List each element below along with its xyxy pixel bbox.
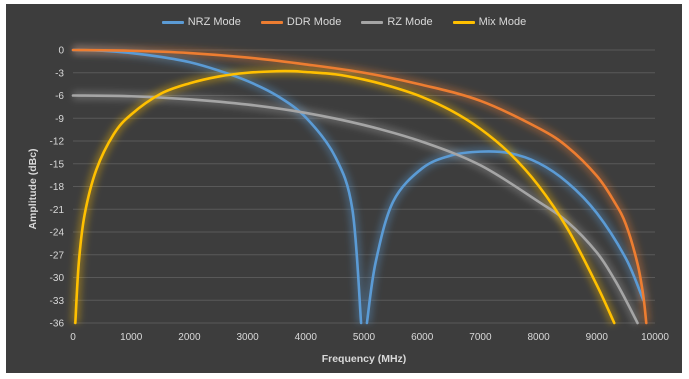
legend-item-nrz: NRZ Mode [161,16,241,28]
x-axis-title: Frequency (MHz) [322,353,407,365]
x-tick-label: 8000 [527,332,550,343]
legend-swatch-nrz [161,20,184,24]
legend-item-mix: Mix Mode [452,16,527,28]
x-tick-label: 1000 [120,332,143,343]
legend-label-mix: Mix Mode [478,16,527,28]
y-axis-title: Amplitude (dBc) [27,148,39,229]
x-tick-label: 2000 [178,332,201,343]
y-axis-ticks: 0 -3 -6 -9 -12 -15 -18 -21 -24 -27 -30 -33 -36 [50,46,65,330]
x-tick-label: 9000 [586,332,609,343]
legend-item-ddr: DDR Mode [260,16,342,28]
chart-frame: NRZ Mode DDR Mode RZ Mode Mix Mode 0 -3 -6… [6,4,682,373]
x-tick-label: 4000 [295,332,318,343]
legend-swatch-rz [361,20,384,24]
legend-swatch-ddr [260,20,283,24]
line-chart: 0 -3 -6 -9 -12 -15 -18 -21 -24 -27 -30 -33 -36 0 1000… [27,46,669,366]
x-tick-label: 5000 [353,332,376,343]
y-tick-label: -15 [50,159,65,170]
series-line-mix-mode [74,69,616,325]
y-tick-label: -27 [50,250,65,261]
legend-label-rz: RZ Mode [387,16,433,28]
series-line-nrz-mode [71,48,645,325]
x-tick-label: 0 [70,332,76,343]
y-tick-label: -6 [55,91,64,102]
y-tick-label: -18 [50,182,65,193]
x-tick-label: 3000 [236,332,259,343]
x-tick-label: 10000 [641,332,669,343]
y-tick-label: -21 [50,205,65,216]
y-tick-label: -36 [50,319,65,330]
legend-label-ddr: DDR Mode [286,16,342,28]
legend-label-nrz: NRZ Mode [187,16,241,28]
y-tick-label: -30 [50,273,65,284]
legend-item-rz: RZ Mode [361,16,433,28]
x-tick-label: 6000 [411,332,434,343]
y-tick-label: -9 [55,114,64,125]
x-axis-ticks: 0 1000 2000 3000 4000 5000 6000 7000 8000 9000 100… [70,332,669,343]
legend-swatch-mix [452,20,475,24]
series-line-rz-mode [71,94,639,325]
series-line-ddr-mode [71,48,648,325]
y-tick-label: -24 [50,228,65,239]
series-lines [71,48,648,325]
y-tick-label: -12 [50,137,65,148]
y-tick-label: 0 [58,46,64,57]
x-tick-label: 7000 [469,332,492,343]
y-tick-label: -33 [50,296,65,307]
chart-legend: NRZ Mode DDR Mode RZ Mode Mix Mode [6,14,682,30]
y-tick-label: -3 [55,68,64,79]
